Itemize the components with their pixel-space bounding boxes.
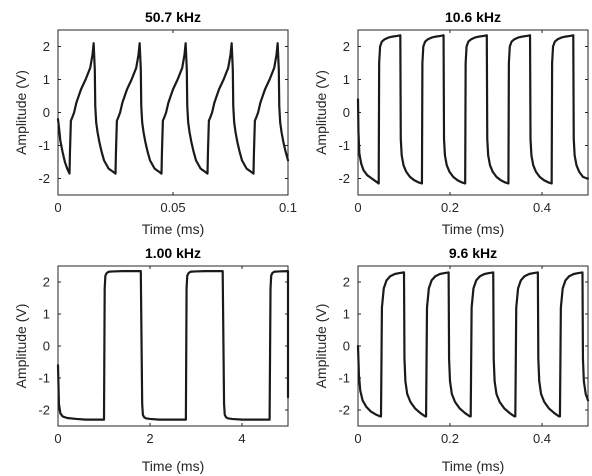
y-tick-label: 0 xyxy=(343,339,350,354)
y-tick-label: 2 xyxy=(343,39,350,54)
y-axis-label: Amplitude (V) xyxy=(13,304,29,389)
panel-1-00-khz: 1.00 kHz Time (ms) Amplitude (V) 0 2 4 -2 -1… xyxy=(13,245,290,474)
x-tick-label: 0 xyxy=(54,431,61,446)
x-axis-label: Time (ms) xyxy=(142,221,204,237)
y-axis-label: Amplitude (V) xyxy=(313,304,329,389)
y-tick-label: 0 xyxy=(43,105,50,120)
axes-frame xyxy=(357,29,589,196)
x-axis-label: Time (ms) xyxy=(442,221,504,237)
panel-title: 50.7 kHz xyxy=(145,9,201,25)
x-tick-label: 2 xyxy=(146,431,153,446)
y-tick-label: -2 xyxy=(338,403,350,418)
panel-title: 9.6 kHz xyxy=(449,245,497,261)
y-tick-label: -1 xyxy=(38,371,50,386)
x-axis-label: Time (ms) xyxy=(442,458,504,474)
y-axis-label: Amplitude (V) xyxy=(13,70,29,155)
y-tick-label: -2 xyxy=(38,171,50,186)
y-tick-label: -1 xyxy=(338,138,350,153)
x-tick-label: 0.1 xyxy=(279,200,297,215)
x-tick-label: 4 xyxy=(238,431,245,446)
y-tick-label: 2 xyxy=(343,275,350,290)
ticks-group: 0 0.2 0.4 -2 -1 0 1 2 xyxy=(338,30,588,215)
ticks-group: 0 2 4 -2 -1 0 1 2 xyxy=(38,266,288,446)
x-tick-label: 0.4 xyxy=(533,200,551,215)
ticks-group: 0 0.2 0.4 -2 -1 0 1 2 xyxy=(338,266,588,446)
series-line xyxy=(356,271,590,418)
y-tick-label: -1 xyxy=(38,138,50,153)
panel-title: 10.6 kHz xyxy=(445,9,501,25)
x-tick-label: 0.4 xyxy=(533,431,551,446)
ticks-group: 0 0.05 0.1 -2 -1 0 1 2 xyxy=(38,30,297,215)
y-tick-label: 1 xyxy=(43,72,50,87)
panel-10-6-khz: 10.6 kHz Time (ms) Amplitude (V) 0 0.2 0.4… xyxy=(313,9,590,237)
y-tick-label: -2 xyxy=(38,403,50,418)
y-tick-label: 0 xyxy=(43,339,50,354)
x-axis-label: Time (ms) xyxy=(142,458,204,474)
y-tick-label: -1 xyxy=(338,371,350,386)
x-tick-label: 0.05 xyxy=(160,200,185,215)
y-axis-label: Amplitude (V) xyxy=(313,70,329,155)
y-tick-label: -2 xyxy=(338,171,350,186)
panel-50-7-khz: 50.7 kHz Time (ms) Amplitude (V) 0 0.05 0.… xyxy=(13,9,297,237)
y-tick-label: 2 xyxy=(43,275,50,290)
panel-title: 1.00 kHz xyxy=(145,245,201,261)
y-tick-label: 2 xyxy=(43,39,50,54)
series-line xyxy=(56,270,290,421)
y-tick-label: 1 xyxy=(43,307,50,322)
x-tick-label: 0.2 xyxy=(441,200,459,215)
x-tick-label: 0.2 xyxy=(441,431,459,446)
y-tick-label: 1 xyxy=(343,72,350,87)
series-line xyxy=(356,34,590,185)
series-line xyxy=(56,42,290,175)
panel-9-6-khz: 9.6 kHz Time (ms) Amplitude (V) 0 0.2 0.4 -… xyxy=(313,245,590,474)
x-tick-label: 0 xyxy=(354,431,361,446)
x-tick-label: 0 xyxy=(354,200,361,215)
axes-frame xyxy=(57,265,289,427)
y-tick-label: 0 xyxy=(343,105,350,120)
x-tick-label: 0 xyxy=(54,200,61,215)
y-tick-label: 1 xyxy=(343,307,350,322)
